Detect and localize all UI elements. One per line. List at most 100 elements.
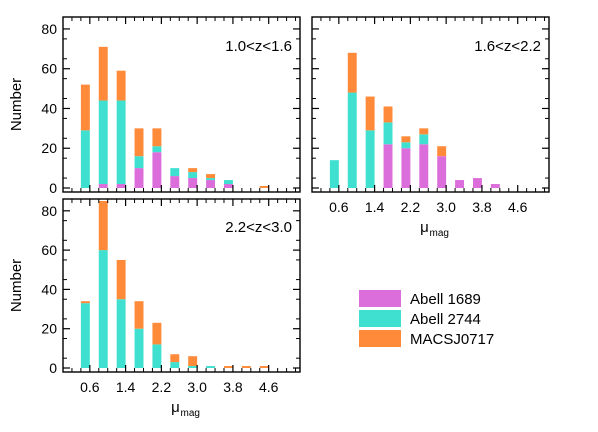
bar-macsj0717-1.3: [116, 259, 126, 300]
x-tick-label: 0.6: [80, 379, 100, 395]
legend-label: Abell 2744: [410, 311, 481, 328]
x-tick-label: 4.6: [508, 199, 528, 215]
bar-abell-1689-3.3: [206, 180, 216, 188]
bar-macsj0717-2.1: [152, 128, 162, 147]
redshift-label: 1.0<z<1.6: [225, 38, 292, 55]
bar-abell-2744-2.5: [170, 362, 180, 368]
x-tick-label: 1.4: [116, 379, 136, 395]
bar-abell-2744-2.9: [188, 172, 198, 179]
legend-swatch: [359, 330, 401, 347]
plot-frame: [311, 16, 550, 193]
x-tick-label: 3.0: [187, 379, 207, 395]
panel-1.6-2.2: 0.6 1.4 2.2 3.0 3.8 4.6 1.6<z<2.2 μ mag: [311, 16, 550, 239]
bar-macsj0717-4.1: [241, 366, 251, 368]
legend: Abell 1689 Abell 2744 MACSJ0717: [359, 290, 494, 348]
bar-abell-1689-2.1: [152, 152, 162, 188]
bar-abell-2744-2.1: [401, 142, 411, 149]
bar-abell-2744-0.5: [80, 303, 90, 368]
bar-abell-2744-3.3: [206, 366, 216, 368]
bar-abell-2744-2.9: [188, 366, 198, 368]
x-tick-label: 3.8: [472, 199, 492, 215]
bars: [80, 201, 269, 368]
x-tick-label: 0.6: [329, 199, 349, 215]
bar-abell-2744-1.3: [116, 299, 126, 368]
bar-macsj0717-2.9: [437, 146, 447, 157]
x-tick-label: 2.2: [401, 199, 421, 215]
bar-abell-1689-2.9: [188, 178, 198, 188]
y-axis-title: Number: [8, 78, 25, 131]
bar-abell-1689-0.9: [98, 184, 108, 188]
bar-abell-1689-2.1: [401, 148, 411, 188]
y-tick-label: 0: [49, 180, 57, 196]
bar-abell-2744-0.5: [80, 130, 90, 188]
y-tick-label: 60: [41, 242, 57, 258]
bar-macsj0717-2.5: [419, 128, 429, 135]
x-tick-label: 3.0: [436, 199, 456, 215]
legend-label: MACSJ0717: [410, 331, 494, 348]
bar-abell-2744-2.5: [170, 168, 180, 177]
y-tick-label: 20: [41, 140, 57, 156]
bar-macsj0717-0.9: [98, 201, 108, 251]
bar-abell-2744-1.7: [134, 328, 144, 368]
bar-macsj0717-1.3: [365, 96, 375, 131]
x-axis-title: μ: [420, 219, 429, 236]
bar-macsj0717-2.9: [188, 168, 198, 173]
bar-abell-1689-2.5: [419, 144, 429, 188]
bar-abell-1689-3.7: [472, 178, 482, 188]
bar-abell-1689-3.7: [223, 184, 233, 188]
bar-macsj0717-2.5: [170, 354, 180, 363]
legend-label: Abell 1689: [410, 291, 481, 308]
x-tick-label: 2.2: [152, 379, 172, 395]
bar-macsj0717-3.3: [206, 174, 216, 179]
x-tick-label: 4.6: [259, 379, 279, 395]
bar-macsj0717-0.5: [80, 84, 90, 131]
bar-abell-2744-1.7: [134, 156, 144, 169]
bar-macsj0717-2.9: [188, 356, 198, 367]
bar-macsj0717-1.7: [134, 128, 144, 157]
bar-abell-2744-1.3: [365, 130, 375, 188]
y-axis-title: Number: [8, 259, 25, 312]
bar-abell-2744-2.5: [419, 134, 429, 145]
y-tick-label: 80: [41, 21, 57, 37]
bar-macsj0717-1.3: [116, 70, 126, 101]
bar-abell-1689-2.5: [170, 176, 180, 188]
bar-macsj0717-2.1: [152, 322, 162, 345]
x-tick-label: 3.8: [223, 379, 243, 395]
bar-macsj0717-1.7: [134, 301, 144, 329]
bar-macsj0717-0.9: [347, 52, 357, 93]
x-axis-title: μ: [171, 399, 180, 416]
bar-abell-2744-0.5: [329, 160, 339, 188]
y-tick-label: 40: [41, 100, 57, 116]
bars: [329, 52, 500, 188]
x-axis-title-subscript: mag: [181, 408, 200, 419]
bar-abell-1689-4.1: [490, 184, 500, 188]
plot-frame: [62, 16, 301, 193]
y-tick-label: 40: [41, 281, 57, 297]
x-axis-title-subscript: mag: [430, 228, 449, 239]
bar-abell-1689-3.3: [455, 180, 465, 188]
bar-macsj0717-2.1: [401, 136, 411, 143]
y-tick-label: 60: [41, 61, 57, 77]
bar-abell-2744-1.7: [383, 122, 393, 145]
bar-macsj0717-3.7: [223, 366, 233, 368]
bar-abell-1689-2.9: [437, 156, 447, 188]
ticks: 0.6 1.4 2.2 3.0 3.8 4.6: [312, 17, 549, 215]
bar-macsj0717-1.7: [383, 106, 393, 123]
bar-abell-2744-0.9: [98, 100, 108, 185]
legend-swatch: [359, 310, 401, 327]
bar-abell-1689-1.3: [116, 184, 126, 188]
bar-abell-1689-1.7: [383, 144, 393, 188]
y-tick-label: 0: [49, 360, 57, 376]
redshift-label: 1.6<z<2.2: [474, 38, 541, 55]
legend-swatch: [359, 290, 401, 307]
redshift-label: 2.2<z<3.0: [225, 219, 292, 236]
bar-abell-2744-2.1: [152, 146, 162, 153]
y-tick-label: 20: [41, 321, 57, 337]
bar-abell-2744-2.1: [152, 344, 162, 368]
bar-abell-2744-1.3: [116, 100, 126, 185]
bar-abell-1689-1.7: [134, 168, 144, 188]
bar-macsj0717-0.9: [98, 46, 108, 101]
bar-abell-2744-3.3: [206, 178, 216, 181]
bar-macsj0717-0.5: [80, 301, 90, 304]
